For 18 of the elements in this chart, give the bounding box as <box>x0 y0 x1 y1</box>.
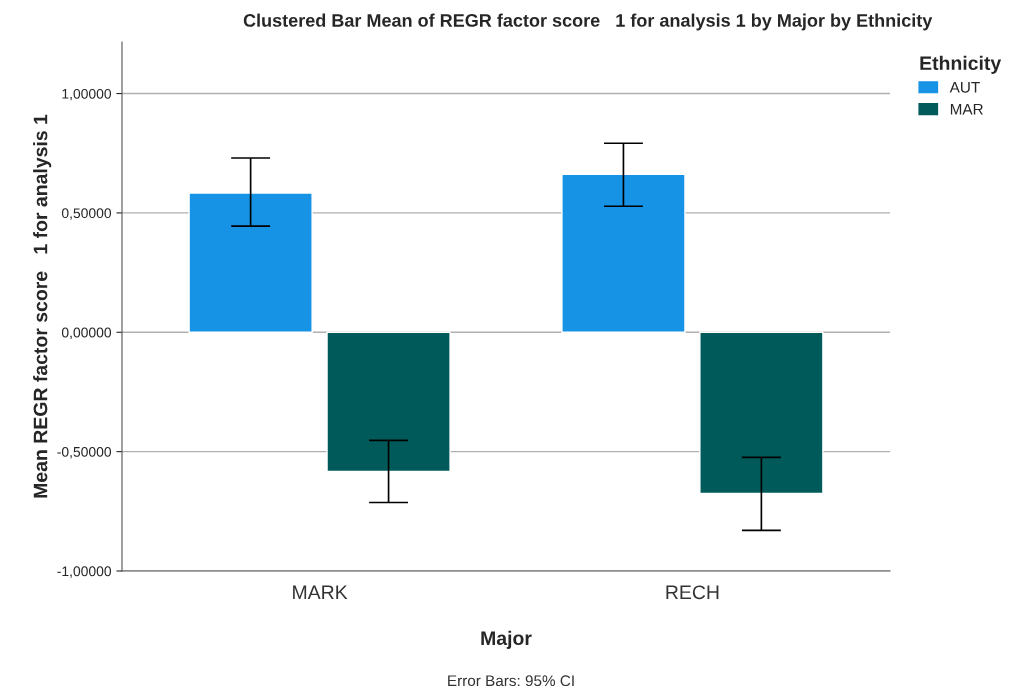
y-tick-label: 0,50000 <box>61 208 112 220</box>
y-axis-title: Mean REGR factor score 1 for analysis 1 <box>33 114 52 498</box>
text: Error Bars: 95% CI <box>448 675 574 687</box>
y-tick-label: -1,00000 <box>57 566 112 578</box>
x-tick-label: MARK <box>293 585 348 599</box>
x-tick-label: RECH <box>666 585 719 600</box>
bar <box>326 331 451 473</box>
legend-title: Ethnicity <box>920 55 1002 74</box>
legend-label: AUT <box>949 82 980 93</box>
y-tick-label: 0,00000 <box>61 327 112 340</box>
chart-title: Clustered Bar Mean of REGR factor score 1 for analysis 1 by Major by Ethnicity <box>243 13 933 31</box>
x-axis-title: Major <box>481 630 532 649</box>
bar <box>188 192 313 333</box>
y-tick-label: -0,50000 <box>57 446 112 459</box>
legend-label: MAR <box>950 103 983 115</box>
bar <box>699 331 824 495</box>
y-tick-label: 1,00000 <box>62 88 112 101</box>
bar <box>561 173 686 333</box>
